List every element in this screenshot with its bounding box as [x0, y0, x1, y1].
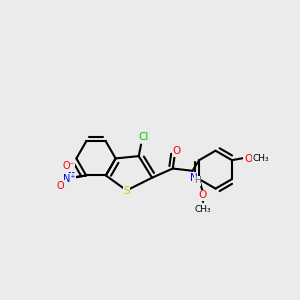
- Text: S: S: [123, 186, 130, 197]
- Text: H: H: [194, 176, 201, 185]
- Text: O: O: [199, 190, 207, 200]
- Text: N⁺: N⁺: [63, 174, 76, 184]
- Text: Cl: Cl: [138, 133, 148, 142]
- Text: O⁻: O⁻: [62, 161, 75, 171]
- Text: CH₃: CH₃: [252, 154, 269, 164]
- Text: O: O: [172, 146, 180, 156]
- Text: O: O: [244, 154, 252, 164]
- Text: O: O: [56, 181, 64, 191]
- Text: CH₃: CH₃: [194, 205, 211, 214]
- Text: N: N: [190, 172, 197, 183]
